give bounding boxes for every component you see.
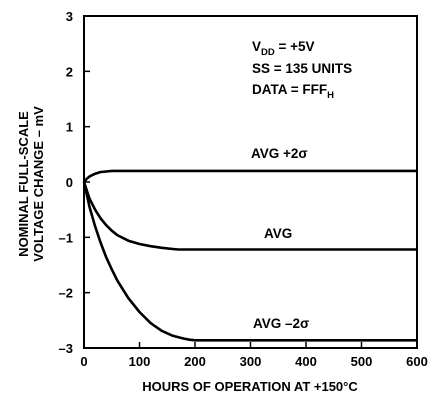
conditions-box: VDD = +5V SS = 135 UNITS DATA = FFFH: [252, 39, 352, 101]
y-tick-label: –1: [59, 230, 73, 245]
y-tick-label: 2: [66, 64, 73, 79]
plot-frame: [83, 15, 418, 349]
series-label-avg-minus-2sigma: AVG –2σ: [253, 316, 309, 331]
y-tick-label: 3: [66, 9, 73, 24]
x-tick-label: 0: [80, 354, 87, 369]
y-axis-label-line1: NOMINAL FULL-SCALE: [16, 111, 31, 257]
y-axis-label: NOMINAL FULL-SCALE VOLTAGE CHANGE – mV: [16, 106, 46, 262]
y-tick-label: –3: [59, 341, 73, 356]
series-line-avg: [82, 181, 417, 251]
x-tick-label: 400: [295, 354, 317, 369]
condition-vdd: VDD = +5V: [252, 39, 315, 58]
y-axis-label-line2: VOLTAGE CHANGE – mV: [31, 106, 46, 262]
x-axis-label: HOURS OF OPERATION AT +150°C: [142, 379, 358, 394]
condition-data: DATA = FFFH: [252, 82, 334, 101]
series-label-avg-plus-2sigma: AVG +2σ: [251, 146, 308, 161]
x-tick-label: 500: [351, 354, 373, 369]
y-tick-label: 0: [66, 175, 73, 190]
y-tick-label: 1: [66, 120, 73, 135]
axis-ticks: 0 100 200 300 400 500 600 3 2 1 0 –1 –2 –3: [59, 9, 428, 369]
series-line-avg-minus-2sigma: [82, 181, 417, 342]
series-label-avg: AVG: [264, 226, 292, 241]
series-line-avg-plus-2sigma: [83, 169, 417, 183]
x-tick-label: 200: [184, 354, 206, 369]
x-tick-label: 600: [406, 354, 428, 369]
x-tick-label: 100: [129, 354, 151, 369]
condition-ss: SS = 135 UNITS: [252, 61, 352, 76]
x-tick-label: 300: [240, 354, 262, 369]
series-lines: [82, 169, 417, 342]
y-tick-label: –2: [59, 286, 73, 301]
